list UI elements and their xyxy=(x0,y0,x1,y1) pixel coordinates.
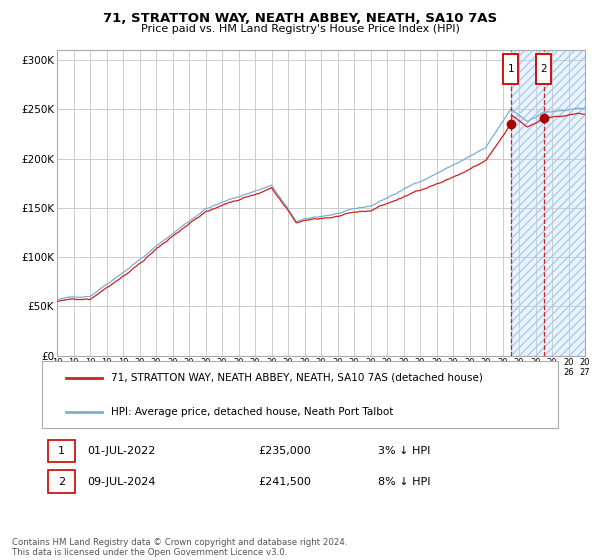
Text: 2: 2 xyxy=(58,477,65,487)
FancyBboxPatch shape xyxy=(503,54,518,84)
Text: Contains HM Land Registry data © Crown copyright and database right 2024.
This d: Contains HM Land Registry data © Crown c… xyxy=(12,538,347,557)
Text: £241,500: £241,500 xyxy=(258,477,311,487)
Text: 2: 2 xyxy=(541,64,547,74)
Text: 1: 1 xyxy=(508,64,514,74)
Text: £235,000: £235,000 xyxy=(258,446,311,456)
Text: 71, STRATTON WAY, NEATH ABBEY, NEATH, SA10 7AS (detached house): 71, STRATTON WAY, NEATH ABBEY, NEATH, SA… xyxy=(111,373,483,383)
Bar xyxy=(511,50,585,356)
Text: 01-JUL-2022: 01-JUL-2022 xyxy=(87,446,155,456)
Text: 09-JUL-2024: 09-JUL-2024 xyxy=(87,477,155,487)
FancyBboxPatch shape xyxy=(536,54,551,84)
Text: 1: 1 xyxy=(58,446,65,456)
Text: 71, STRATTON WAY, NEATH ABBEY, NEATH, SA10 7AS: 71, STRATTON WAY, NEATH ABBEY, NEATH, SA… xyxy=(103,12,497,25)
Text: HPI: Average price, detached house, Neath Port Talbot: HPI: Average price, detached house, Neat… xyxy=(111,407,394,417)
Text: 8% ↓ HPI: 8% ↓ HPI xyxy=(378,477,431,487)
Text: Price paid vs. HM Land Registry's House Price Index (HPI): Price paid vs. HM Land Registry's House … xyxy=(140,24,460,34)
Text: 3% ↓ HPI: 3% ↓ HPI xyxy=(378,446,430,456)
Bar xyxy=(511,50,585,356)
